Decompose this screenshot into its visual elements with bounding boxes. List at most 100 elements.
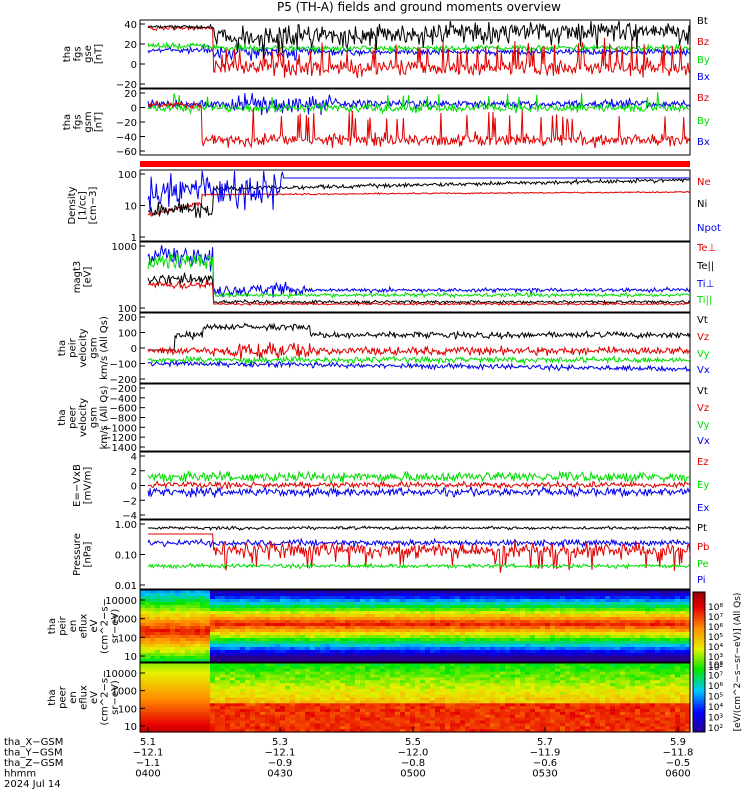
spectrogram-cell <box>395 596 401 600</box>
spectrogram-cell <box>625 656 631 660</box>
spectrogram-cell <box>180 611 186 615</box>
spectrogram-cell <box>195 665 201 670</box>
spectrogram-cell <box>465 617 471 621</box>
spectrogram-cell <box>680 641 686 645</box>
spectrogram-cell <box>160 674 166 678</box>
spectrogram-cell <box>140 623 146 627</box>
spectrogram-cell <box>260 688 266 693</box>
spectrogram-cell <box>315 671 321 676</box>
spectrogram-cell <box>555 635 561 639</box>
spectrogram-cell <box>155 720 161 724</box>
spectrogram-cell <box>480 700 486 704</box>
spectrogram-cell <box>290 626 296 630</box>
spectrogram-cell <box>295 617 301 621</box>
spectrogram-cell <box>585 605 591 609</box>
spectrogram-cell <box>260 700 266 704</box>
spectrogram-cell <box>145 608 151 612</box>
spectrogram-cell <box>420 711 426 716</box>
spectrogram-cell <box>185 620 191 624</box>
spectrogram-cell <box>155 638 161 642</box>
spectrogram-cell <box>615 623 621 627</box>
spectrogram-cell <box>500 611 506 615</box>
spectrogram-cell <box>255 596 261 600</box>
spectrogram-cell <box>550 596 556 600</box>
spectrogram-cell <box>535 599 541 603</box>
spectrogram-cell <box>600 599 606 603</box>
spectrogram-cell <box>250 659 256 663</box>
spectrogram-cell <box>430 711 436 716</box>
spectrogram-cell <box>170 691 176 696</box>
spectrogram-cell <box>350 729 356 733</box>
ylabel-peer_velocity: peer <box>68 405 79 429</box>
spectrogram-cell <box>550 723 556 727</box>
spectrogram-cell <box>220 717 226 722</box>
spectrogram-cell <box>350 694 356 699</box>
spectrogram-cell <box>350 686 356 690</box>
spectrogram-cell <box>325 623 331 627</box>
spectrogram-cell <box>260 665 266 670</box>
spectrogram-cell <box>545 608 551 612</box>
spectrogram-cell <box>290 605 296 609</box>
spectrogram-cell <box>640 629 646 633</box>
spectrogram-cell <box>415 726 421 730</box>
spectrogram-cell <box>330 697 336 701</box>
spectrogram-cell <box>390 680 396 684</box>
spectrogram-cell <box>535 714 541 719</box>
spectrogram-cell <box>510 635 516 639</box>
spectrogram-cell <box>485 723 491 727</box>
spectrogram-cell <box>375 647 381 651</box>
spectrogram-cell <box>665 629 671 633</box>
spectrogram-cell <box>245 641 251 645</box>
spectrogram-cell <box>545 656 551 660</box>
spectrogram-cell <box>475 709 481 713</box>
spectrogram-cell <box>660 635 666 639</box>
spectrogram-cell <box>645 605 651 609</box>
spectrogram-cell <box>170 611 176 615</box>
spectrogram-cell <box>195 663 201 667</box>
spectrogram-cell <box>270 717 276 722</box>
spectrogram-cell <box>535 647 541 651</box>
spectrogram-cell <box>195 629 201 633</box>
legend-fgs_gsm: By <box>697 116 710 127</box>
spectrogram-cell <box>640 590 646 594</box>
spectrogram-cell <box>565 706 571 710</box>
spectrogram-cell <box>475 674 481 678</box>
spectrogram-cell <box>470 611 476 615</box>
spectrogram-cell <box>490 614 496 618</box>
spectrogram-cell <box>275 599 281 603</box>
spectrogram-cell <box>320 659 326 663</box>
trace-pe <box>147 562 691 570</box>
spectrogram-cell <box>285 617 291 621</box>
spectrogram-cell <box>350 650 356 654</box>
spectrogram-cell <box>190 635 196 639</box>
spectrogram-cell <box>395 665 401 670</box>
spectrogram-cell <box>560 665 566 670</box>
spectrogram-cell <box>455 626 461 630</box>
spectrogram-cell <box>280 697 286 701</box>
spectrogram-cell <box>155 593 161 597</box>
spectrogram-cell <box>540 632 546 636</box>
spectrogram-cell <box>410 680 416 684</box>
spectrogram-cell <box>410 644 416 648</box>
spectrogram-cell <box>320 717 326 722</box>
spectrogram-cell <box>565 700 571 704</box>
spectrogram-cell <box>570 659 576 663</box>
spectrogram-cell <box>520 665 526 670</box>
spectrogram-cell <box>660 620 666 624</box>
spectrogram-cell <box>245 620 251 624</box>
spectrogram-cell <box>525 663 531 667</box>
spectrogram-cell <box>370 644 376 648</box>
spectrogram-cell <box>515 700 521 704</box>
spectrogram-cell <box>500 677 506 681</box>
spectrogram-cell <box>280 617 286 621</box>
spectrogram-cell <box>335 653 341 657</box>
spectrogram-cell <box>465 599 471 603</box>
spectrogram-cell <box>630 617 636 621</box>
spectrogram-cell <box>660 623 666 627</box>
spectrogram-cell <box>545 729 551 733</box>
spectrogram-cell <box>345 602 351 606</box>
spectrogram-cell <box>510 706 516 710</box>
spectrogram-cell <box>170 644 176 648</box>
spectrogram-cell <box>610 608 616 612</box>
spectrogram-cell <box>575 677 581 681</box>
